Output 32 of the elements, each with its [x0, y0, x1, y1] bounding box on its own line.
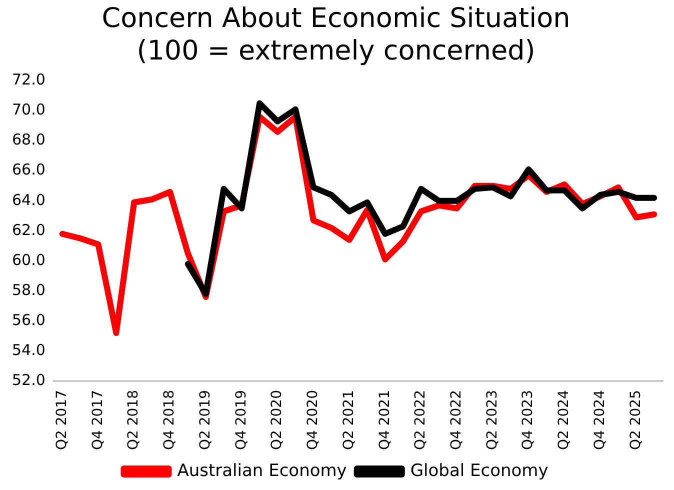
- x-tick-label: Q2 2024: [556, 390, 572, 450]
- x-tick-label: Q4 2017: [90, 390, 106, 450]
- x-tick-label: Q2 2022: [412, 390, 429, 450]
- y-tick-label: 66.0: [12, 160, 46, 179]
- x-tick-label: Q2 2020: [269, 390, 286, 450]
- x-tick-label: Q2 2017: [54, 390, 70, 450]
- x-tick-label: Q2 2021: [340, 390, 357, 450]
- x-tick-label: Q4 2019: [233, 390, 250, 450]
- x-tick-label: Q2 2019: [197, 390, 214, 450]
- y-tick-label: 52.0: [12, 370, 46, 389]
- y-tick-label: 58.0: [12, 280, 46, 299]
- y-tick-label: 68.0: [12, 130, 46, 149]
- y-tick-label: 70.0: [12, 100, 46, 119]
- x-tick-label: Q4 2018: [162, 390, 178, 450]
- x-tick-label: Q2 2025: [628, 390, 644, 450]
- legend-label: Global Economy: [410, 460, 548, 481]
- y-tick-label: 54.0: [12, 340, 46, 359]
- x-tick-label: Q4 2022: [448, 390, 465, 450]
- x-tick-label: Q4 2024: [592, 390, 608, 450]
- y-tick-label: 56.0: [12, 310, 46, 329]
- y-tick-label: 64.0: [12, 190, 46, 209]
- legend-label: Australian Economy: [177, 460, 347, 481]
- x-tick-label: Q4 2021: [376, 390, 393, 450]
- x-tick-label: Q4 2023: [520, 390, 536, 450]
- text: Concern About Economic Situation: [102, 3, 570, 34]
- x-tick-label: Q2 2023: [484, 390, 500, 450]
- text: (100 = extremely concerned): [136, 36, 536, 67]
- x-tick-label: Q4 2020: [305, 390, 322, 450]
- y-tick-label: 72.0: [12, 70, 46, 89]
- y-tick-label: 62.0: [12, 220, 46, 239]
- x-tick-label: Q2 2018: [126, 390, 142, 450]
- y-tick-label: 60.0: [12, 250, 46, 269]
